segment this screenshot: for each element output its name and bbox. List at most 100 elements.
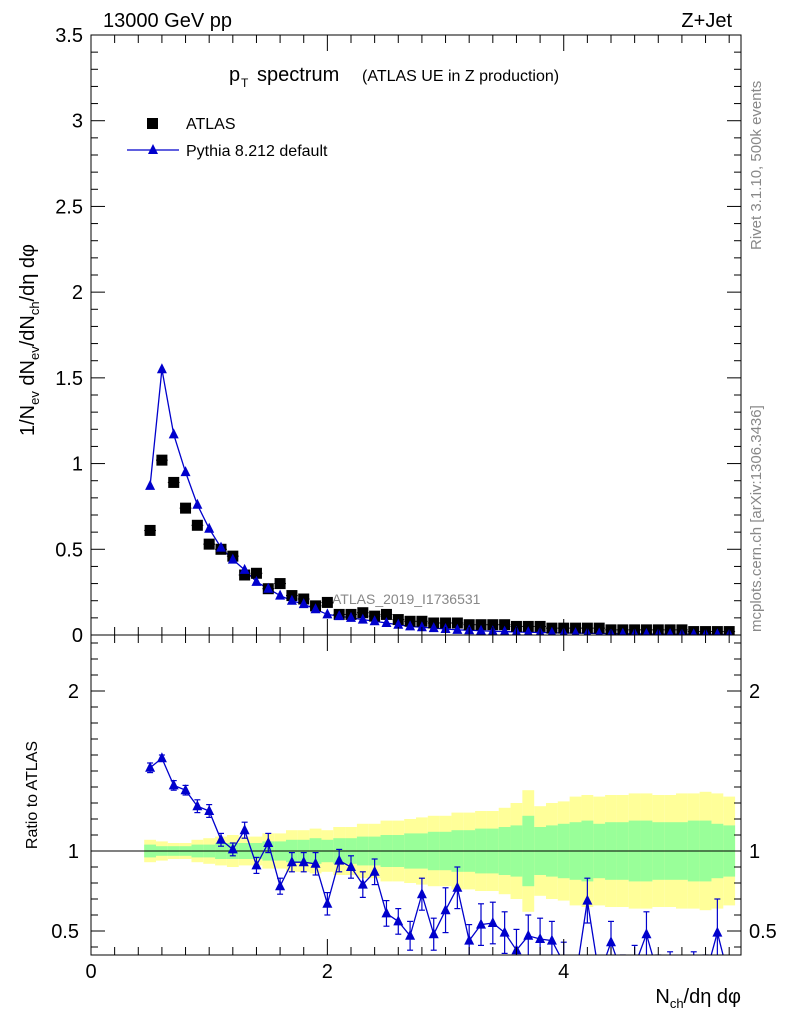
atlas-point (250, 567, 262, 579)
ratio-point (523, 929, 534, 940)
ratio-point (204, 805, 215, 815)
mc-point (405, 620, 416, 631)
mc-point (310, 603, 321, 614)
energy-label: 13000 GeV pp (103, 10, 232, 32)
ratio-point (689, 967, 699, 977)
plot-title-t: T (241, 76, 249, 90)
ratio-point (239, 824, 250, 835)
atlas-point (144, 524, 156, 536)
mc-point (192, 498, 203, 509)
atlas-point (168, 476, 180, 488)
legend-mc-label: Pythia 8.212 default (186, 143, 328, 160)
mc-point (369, 615, 380, 626)
atlas-point (357, 607, 369, 619)
plot-title-main: spectrum (257, 64, 339, 86)
xtick-label: 4 (558, 961, 569, 983)
ratio-point (476, 918, 486, 929)
mc-point (357, 613, 368, 624)
ratio-point (724, 973, 734, 983)
ratio-point (192, 800, 203, 811)
atlas-point (321, 596, 333, 608)
mc-point (547, 626, 557, 635)
ratio-point (298, 856, 309, 867)
atlas-point (499, 619, 511, 631)
atlas-point (239, 569, 251, 581)
top-ytick-label: 3.5 (55, 25, 83, 47)
top-ytick-label: 2.5 (55, 196, 83, 218)
side-label-top: Rivet 3.1.10, 500k events (748, 81, 765, 250)
ratio-ytick-label: 0.5 (51, 921, 79, 943)
atlas-point (191, 519, 203, 531)
ratio-point (535, 933, 546, 943)
top-ytick-label: 0.5 (55, 539, 83, 561)
ratio-point (416, 888, 427, 899)
ratio-ytick-label-right: 0.5 (749, 921, 777, 943)
ratio-ytick-label-right: 2 (749, 681, 760, 703)
ratio-point (594, 970, 604, 980)
ratio-point (334, 854, 345, 865)
mc-point (251, 575, 262, 586)
ratio-point (665, 967, 675, 977)
ratio-point (346, 861, 356, 871)
ratio-point (381, 907, 392, 918)
ratio-point (275, 880, 286, 891)
legend-mc-marker (148, 144, 158, 154)
axes-ticks: 0 0.5 1 1.5 2 2.5 3 3.5 0 2 4 0.5 0.5 1 1 2 2 (51, 25, 777, 983)
ratio-ytick-label: 1 (68, 841, 79, 863)
mc-point (476, 624, 486, 635)
analysis-id-label: ATLAS_2019_I1736531 (332, 591, 481, 607)
ratio-point (216, 833, 226, 844)
mc-point (239, 563, 250, 574)
plot-title-sub: (ATLAS UE in Z production) (362, 68, 559, 85)
bottom-ylabel: Ratio to ATLAS (24, 741, 41, 849)
ratio-point (180, 784, 191, 795)
atlas-point (274, 578, 286, 590)
ratio-point (630, 960, 640, 970)
mc-point (145, 479, 156, 490)
ratio-point (168, 779, 179, 790)
ratio-point (251, 859, 262, 870)
ratio-ytick-label-right: 1 (749, 841, 760, 863)
bottom-frame (90, 634, 742, 956)
top-ytick-label: 1 (72, 454, 83, 476)
top-plot (144, 363, 736, 635)
mc-point (452, 623, 463, 634)
top-data-layer (144, 363, 736, 635)
ratio-data-layer (91, 752, 741, 983)
mc-point (642, 627, 650, 635)
mc-point (275, 589, 286, 600)
mc-point (322, 608, 333, 619)
ratio-point (677, 973, 687, 983)
mc-point (156, 363, 167, 374)
ratio-point (606, 936, 616, 947)
ratio-plot (91, 752, 741, 983)
ratio-point (286, 856, 297, 867)
ratio-point (452, 881, 463, 892)
top-ylabel: 1/Nev dNev/dNch/dη dφ (17, 244, 42, 436)
ratio-point (653, 970, 663, 980)
process-label: Z+Jet (681, 10, 732, 32)
mc-point (334, 610, 345, 621)
mc-point (298, 598, 309, 609)
ratio-point (145, 761, 156, 772)
xlabel: Nch/dη dφ (655, 986, 741, 1011)
ratio-point (393, 915, 404, 926)
legend: ATLAS Pythia 8.212 default (127, 116, 328, 160)
mc-point (346, 611, 356, 622)
ratio-point (499, 926, 510, 937)
mc-point (595, 627, 603, 635)
mc-point (180, 466, 191, 477)
ratio-point (322, 897, 333, 908)
atlas-point (203, 538, 215, 550)
atlas-point (451, 617, 463, 629)
xtick-label: 2 (322, 961, 333, 983)
atlas-point (156, 454, 168, 466)
top-ytick-label: 3 (72, 111, 83, 133)
ratio-point (369, 865, 380, 876)
ratio-point (156, 752, 167, 763)
mc-point (714, 628, 721, 635)
ratio-point (641, 928, 652, 939)
mc-point (168, 428, 179, 439)
mc-point (523, 626, 533, 635)
